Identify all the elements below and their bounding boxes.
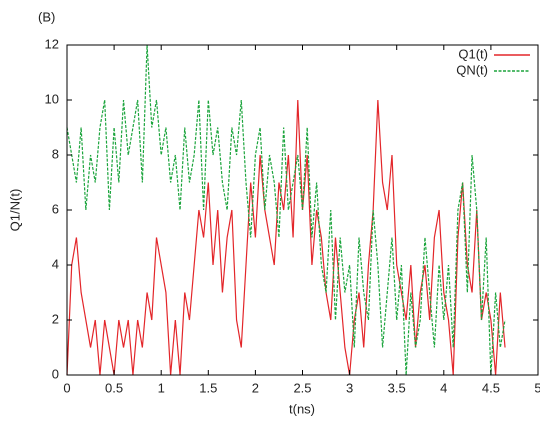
x-tick-label: 2 <box>252 380 259 395</box>
panel-label: (B) <box>38 9 55 24</box>
plot-frame <box>66 44 539 376</box>
x-tick-label: 1.5 <box>199 380 217 395</box>
y-tick-label: 10 <box>45 91 59 106</box>
y-tick-label: 0 <box>52 366 59 381</box>
x-axis-label: t(ns) <box>289 401 315 416</box>
x-tick-label: 0 <box>63 380 70 395</box>
x-tick-label: 4.5 <box>482 380 500 395</box>
y-tick-label: 2 <box>52 311 59 326</box>
x-tick-label: 2.5 <box>293 380 311 395</box>
x-tick-label: 3.5 <box>388 380 406 395</box>
y-tick-label: 8 <box>52 146 59 161</box>
x-tick-label: 1 <box>158 380 165 395</box>
y-tick-label: 6 <box>52 201 59 216</box>
legend-label: Q1(t) <box>458 46 488 61</box>
series-line <box>66 99 506 376</box>
y-axis-label: Q1/N(t) <box>7 189 22 232</box>
x-tick-label: 5 <box>534 380 540 395</box>
y-tick-label: 12 <box>45 36 59 51</box>
y-tick-label: 4 <box>52 256 59 271</box>
x-tick-label: 4 <box>440 380 447 395</box>
x-tick-label: 0.5 <box>105 380 123 395</box>
legend-label: QN(t) <box>456 62 488 77</box>
x-tick-label: 3 <box>346 380 353 395</box>
series-line <box>66 44 506 376</box>
